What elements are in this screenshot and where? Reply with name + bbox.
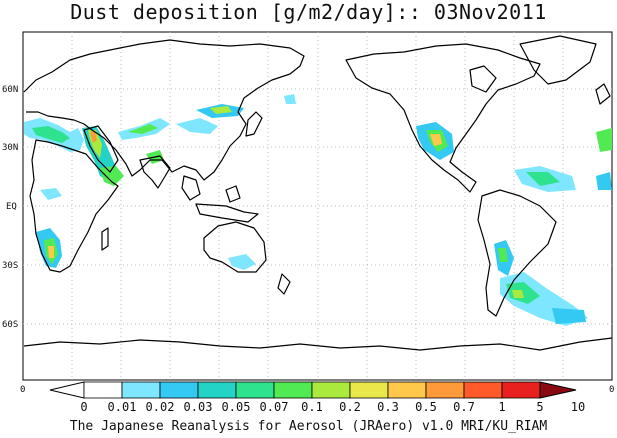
colorbar-arrow-high bbox=[539, 381, 577, 399]
dust-patch-sahel bbox=[100, 166, 124, 186]
colorbar-swatch bbox=[235, 381, 275, 399]
dust-patch-arabia-peak bbox=[90, 131, 97, 143]
colorbar-swatch bbox=[83, 381, 123, 399]
lat-label-60s: 60S bbox=[2, 320, 18, 330]
dust-patch-siberia bbox=[284, 94, 296, 104]
dust-patch-north-america-peak bbox=[430, 134, 442, 146]
colorbar-swatch bbox=[273, 381, 313, 399]
dust-patch-atlantic-east bbox=[596, 172, 612, 190]
map-title: Dust deposition [g/m2/day]:: 03Nov2011 bbox=[70, 0, 547, 24]
lat-label-30n: 30N bbox=[2, 143, 18, 153]
dust-patch-caribbean-core bbox=[526, 172, 560, 186]
colorbar-swatch bbox=[159, 381, 199, 399]
colorbar-swatch bbox=[121, 381, 161, 399]
footer-credit: The Japanese Reanalysis for Aerosol (JRA… bbox=[69, 419, 548, 434]
map-gridlines bbox=[23, 32, 612, 380]
colorbar-arrow-low bbox=[49, 381, 85, 399]
lat-label-30s: 30S bbox=[2, 261, 18, 271]
dust-patch-gobi-core bbox=[210, 106, 232, 114]
colorbar-label: 0.7 bbox=[453, 400, 475, 414]
colorbar-label: 0.5 bbox=[415, 400, 437, 414]
colorbar-label: 0.05 bbox=[222, 400, 251, 414]
lon-label-left: 0 bbox=[20, 385, 25, 395]
colorbar-label: 0.07 bbox=[260, 400, 289, 414]
colorbar-label: 0.1 bbox=[301, 400, 323, 414]
colorbar-label: 0.02 bbox=[146, 400, 175, 414]
dust-patch-australia bbox=[228, 254, 256, 270]
colorbar-swatch bbox=[425, 381, 465, 399]
colorbar-label: 1 bbox=[498, 400, 505, 414]
coastlines bbox=[23, 35, 613, 351]
colorbar-label: 0 bbox=[80, 400, 87, 414]
dust-patch-patagonia-peak bbox=[512, 290, 524, 298]
lon-label-right: 0 bbox=[609, 385, 614, 395]
colorbar-swatch bbox=[501, 381, 541, 399]
colorbar-label: 0.3 bbox=[377, 400, 399, 414]
colorbar-label: 5 bbox=[536, 400, 543, 414]
colorbar-swatch bbox=[197, 381, 237, 399]
colorbar-label: 0.2 bbox=[339, 400, 361, 414]
dust-patch-s-africa-peak bbox=[48, 246, 54, 258]
colorbar-label: 0.03 bbox=[184, 400, 213, 414]
dust-field bbox=[24, 94, 612, 326]
colorbar-label: 10 bbox=[571, 400, 585, 414]
dust-patch-patagonia-core bbox=[506, 282, 540, 304]
dust-patch-central-asia bbox=[176, 118, 218, 134]
lat-label-60n: 60N bbox=[2, 85, 18, 95]
colorbar-swatch bbox=[463, 381, 503, 399]
colorbar-swatch bbox=[349, 381, 389, 399]
colorbar-label: 0.01 bbox=[108, 400, 137, 414]
dust-patch-iberia bbox=[596, 128, 612, 152]
colorbar-swatch bbox=[387, 381, 427, 399]
lat-label-eq: EQ bbox=[6, 202, 17, 212]
dust-patch-w-africa bbox=[40, 188, 62, 200]
colorbar-swatch bbox=[311, 381, 351, 399]
dust-patch-sahara-core bbox=[32, 126, 70, 143]
dust-patch-south-america-core bbox=[498, 248, 508, 262]
dust-patch-mideast-core bbox=[128, 124, 158, 134]
dust-patch-s-atlantic bbox=[552, 308, 586, 324]
colorbar: 0 0.01 0.02 0.03 0.05 0.07 0.1 0.2 0.3 0.5 0.7 1 5 10 bbox=[49, 381, 585, 414]
